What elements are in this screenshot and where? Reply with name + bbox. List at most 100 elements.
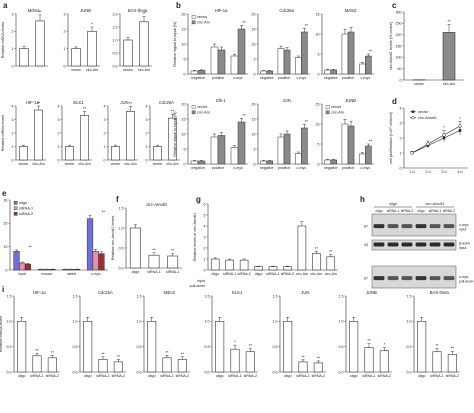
x-tick-label: oligo	[255, 272, 263, 276]
data-point	[458, 124, 462, 128]
bar	[313, 362, 323, 373]
panel-letter-i: i	[2, 285, 4, 294]
chart-title: HIF-1a	[26, 100, 39, 105]
significance-label: **	[101, 351, 105, 356]
y-tick-label: 0.0	[137, 370, 142, 374]
bar	[266, 70, 273, 75]
chart-title: Cdc25a	[279, 8, 294, 13]
y-tick-label: 1.5	[273, 294, 278, 298]
chart-title: JUN	[120, 100, 128, 105]
significance-label: *	[459, 116, 461, 121]
bar	[417, 321, 427, 373]
y-tick-label: 2.0	[113, 12, 118, 16]
x-tick-label: circ-Am	[32, 162, 44, 166]
bar	[245, 351, 255, 373]
y-tick-label: 15	[252, 27, 256, 31]
x-tick-label: circ-Am	[296, 272, 308, 276]
x-tick-label: vector	[111, 162, 122, 166]
chart-a7: 0 1 2 3 4 Cdc25A vector ** circ-Am	[146, 100, 180, 166]
chart-title: Mdm2	[28, 8, 40, 13]
panel-letter-d: d	[392, 97, 397, 106]
x-tick-label: c-myc	[91, 272, 101, 276]
y-tick-label: 100	[396, 56, 402, 60]
bar	[35, 20, 45, 67]
y-tick-label: 2	[204, 246, 206, 250]
significance-label: **	[117, 354, 121, 359]
legend-label: vector	[418, 110, 429, 114]
x-tick-label: siRNA-2	[237, 272, 250, 276]
bar	[254, 266, 263, 271]
bar	[324, 159, 331, 165]
bar	[283, 266, 292, 271]
x-tick-label: siRNA-2	[244, 374, 257, 378]
y-tick-label: 15	[316, 102, 320, 106]
significance-label: **	[129, 101, 133, 106]
y-axis-label: circ-Amotl1 levels (% vector)	[389, 21, 393, 70]
y-tick-label: 4	[204, 224, 206, 228]
significance-label: **	[317, 355, 321, 360]
blot-band	[373, 242, 385, 247]
bar	[301, 127, 308, 165]
x-tick-label: c-myc	[361, 76, 371, 80]
legend-label: siRNA-1	[19, 207, 33, 211]
y-tick-label: 250	[396, 22, 402, 26]
significance-label: **	[367, 338, 371, 343]
bar	[13, 251, 20, 271]
chart-a5: 0 1 2 3 4 ELK1 vector ** circ-Am	[58, 100, 92, 166]
y-tick-label: 1.5	[7, 294, 12, 298]
significance-label: **	[83, 106, 87, 111]
y-tick-label: 1.5	[113, 25, 118, 29]
blot-band	[429, 224, 441, 229]
bar	[68, 269, 75, 271]
chart-b5: 0 5 10 15 20 JUN negative positive ** c-myc	[252, 98, 310, 170]
significance-label: **	[171, 109, 175, 114]
panel-letter-f: f	[116, 195, 119, 204]
bar	[277, 48, 285, 75]
chart-title: ELK1	[232, 290, 243, 295]
panel-letter-b: b	[176, 1, 181, 10]
bar	[215, 321, 225, 373]
y-tick-label: 1.0	[205, 320, 210, 324]
legend-swatch	[13, 200, 18, 205]
x-tick-label: circ-Am	[78, 162, 90, 166]
y-tick-label: 300	[396, 10, 402, 14]
y-tick-label: 1	[64, 47, 66, 51]
blot-lane-label: oligo	[417, 209, 424, 213]
x-tick-label: negative	[260, 166, 274, 170]
x-tick-label: siRNA-1	[362, 374, 375, 378]
x-tick-label: circ-Am	[325, 272, 337, 276]
y-tick-label: 4	[58, 104, 60, 108]
legend-label: circ-Am	[197, 21, 210, 25]
blot-band	[429, 242, 441, 247]
y-tick-label: 1	[58, 145, 60, 149]
series-line	[411, 125, 461, 154]
blot-band-label: pull-down	[459, 280, 474, 284]
bar	[326, 256, 336, 271]
significance-label: *	[384, 342, 386, 347]
bar	[341, 33, 349, 75]
y-tick-label: 5	[254, 57, 256, 61]
x-tick-label: c-myc	[361, 166, 371, 170]
y-tick-label: 0.5	[407, 345, 412, 349]
bar	[268, 266, 278, 271]
y-tick-label: 10	[316, 32, 320, 36]
y-tick-label: 0	[184, 162, 186, 166]
blot-band	[429, 276, 441, 281]
y-tick-label: 0.0	[273, 370, 278, 374]
row-label: input	[197, 279, 205, 283]
y-tick-label: 0	[184, 72, 186, 76]
panel-letter-e: e	[2, 189, 7, 198]
blot-band	[401, 276, 413, 281]
bar	[190, 70, 199, 75]
y-tick-label: 10	[182, 42, 186, 46]
bar	[65, 146, 74, 161]
series-line	[411, 130, 461, 154]
bar	[225, 259, 234, 271]
bar	[197, 70, 206, 75]
chart-i7: 0.0 0.5 1.0 1.5 BAX-theta oligo ** siRNA-1 ** siR…	[407, 290, 460, 378]
bar	[349, 321, 359, 373]
bar	[330, 159, 337, 165]
legend-marker	[411, 110, 415, 113]
y-tick-label: 3	[58, 118, 60, 122]
